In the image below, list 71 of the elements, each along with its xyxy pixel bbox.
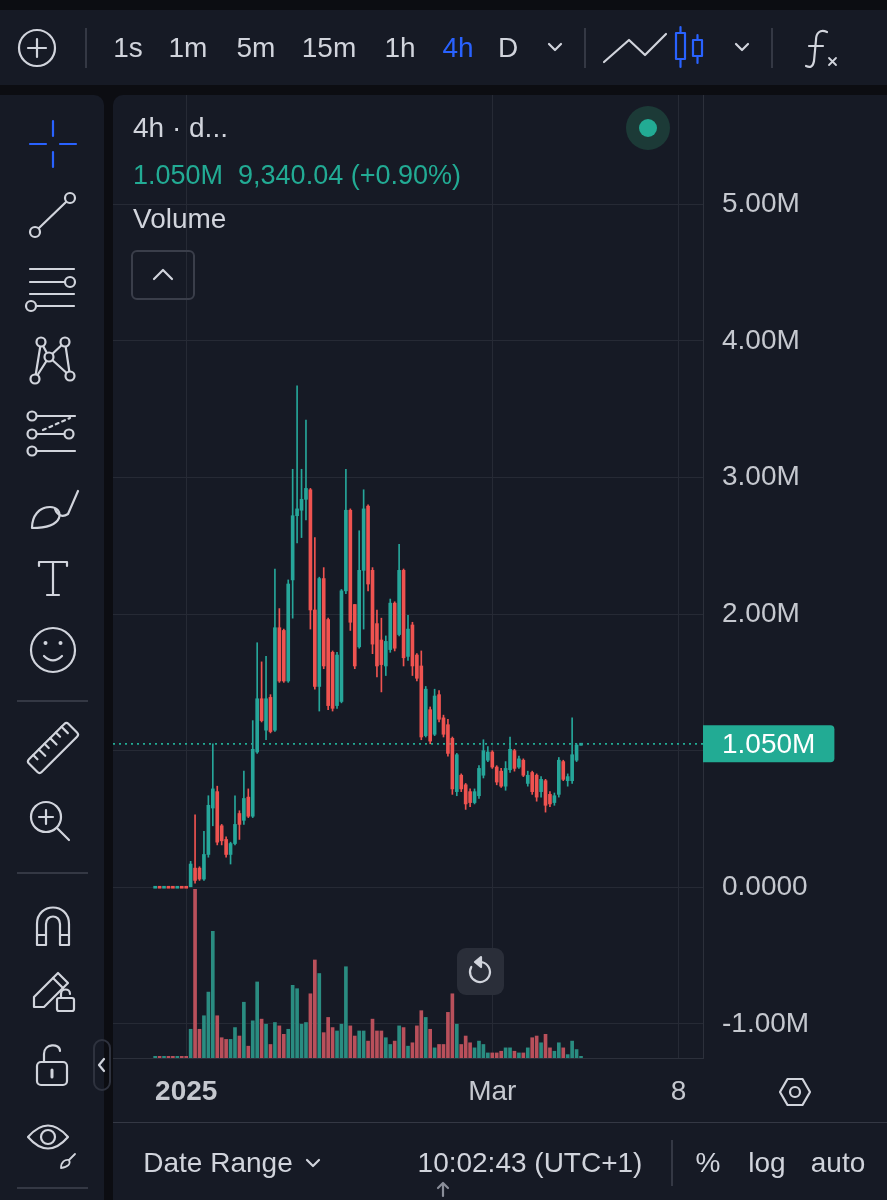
bar (295, 988, 299, 1058)
bar (210, 930, 215, 1058)
bar (428, 1028, 433, 1058)
candlestick (304, 419, 308, 521)
bar (508, 1047, 512, 1058)
bar (570, 1040, 574, 1058)
bar (233, 1027, 237, 1058)
bar (215, 1015, 220, 1058)
bar (171, 1055, 175, 1058)
bar (224, 1039, 228, 1058)
text: 15m (301, 31, 357, 65)
chart-title: Volume (133, 202, 227, 236)
bar (423, 1017, 428, 1058)
bar (317, 973, 322, 1058)
bar (490, 1052, 495, 1058)
x-tick-label: 8 (670, 1074, 687, 1106)
text: 4h · d... (133, 111, 228, 145)
text: % (695, 1146, 721, 1180)
bar (477, 1040, 481, 1058)
bar (313, 959, 317, 1058)
bar (246, 1045, 251, 1058)
bar (184, 1055, 189, 1058)
bar (499, 1050, 503, 1058)
bar (162, 1055, 166, 1058)
bar (344, 966, 348, 1058)
bar (406, 1045, 410, 1058)
y-tick-label: -1.00M (722, 1006, 810, 1038)
bar (530, 1037, 535, 1058)
bar (392, 1040, 397, 1058)
text: 1h (384, 31, 416, 65)
bar (419, 1010, 424, 1058)
bar (304, 1022, 308, 1058)
bar (517, 1052, 521, 1058)
text: 1.050M 9,340.04 (+0.90%) (133, 158, 461, 192)
bar (397, 1025, 401, 1058)
y-tick-label: 2.00M (722, 596, 800, 628)
text: 10:02:43 (UTC+1) (417, 1146, 643, 1180)
y-tick-label: 3.00M (722, 460, 800, 492)
bar (193, 889, 197, 1058)
bar (175, 1055, 180, 1058)
text: auto (810, 1146, 866, 1180)
bar (557, 1042, 561, 1058)
bar (525, 1047, 530, 1058)
text: 1m (168, 31, 208, 65)
x-tick-label: Mar (468, 1074, 517, 1106)
text: 5m (236, 31, 276, 65)
bar (153, 1055, 157, 1058)
text: 4h (442, 31, 474, 65)
bar (264, 1023, 268, 1058)
y-tick-label: 0.0000 (722, 869, 808, 901)
bar (539, 1042, 543, 1058)
bar (383, 1037, 388, 1058)
bar (454, 1023, 459, 1058)
x-tick-label: 2025 (155, 1074, 218, 1106)
candlestick (193, 814, 197, 884)
bar (179, 1055, 184, 1058)
bar (242, 1001, 246, 1058)
text: Date Range (143, 1146, 293, 1180)
text: log (748, 1146, 786, 1180)
bar (357, 1030, 362, 1058)
bar (255, 981, 259, 1058)
text: 1s (113, 31, 143, 65)
bar (326, 1017, 330, 1058)
bar (561, 1047, 566, 1058)
y-tick-label: 5.00M (722, 187, 800, 218)
text: D (497, 31, 519, 65)
bar (273, 1022, 277, 1058)
bar (494, 1052, 499, 1058)
y-tick-label: 4.00M (722, 323, 800, 355)
bar (437, 1044, 441, 1058)
ref-line-label: 1.050M (722, 727, 816, 759)
